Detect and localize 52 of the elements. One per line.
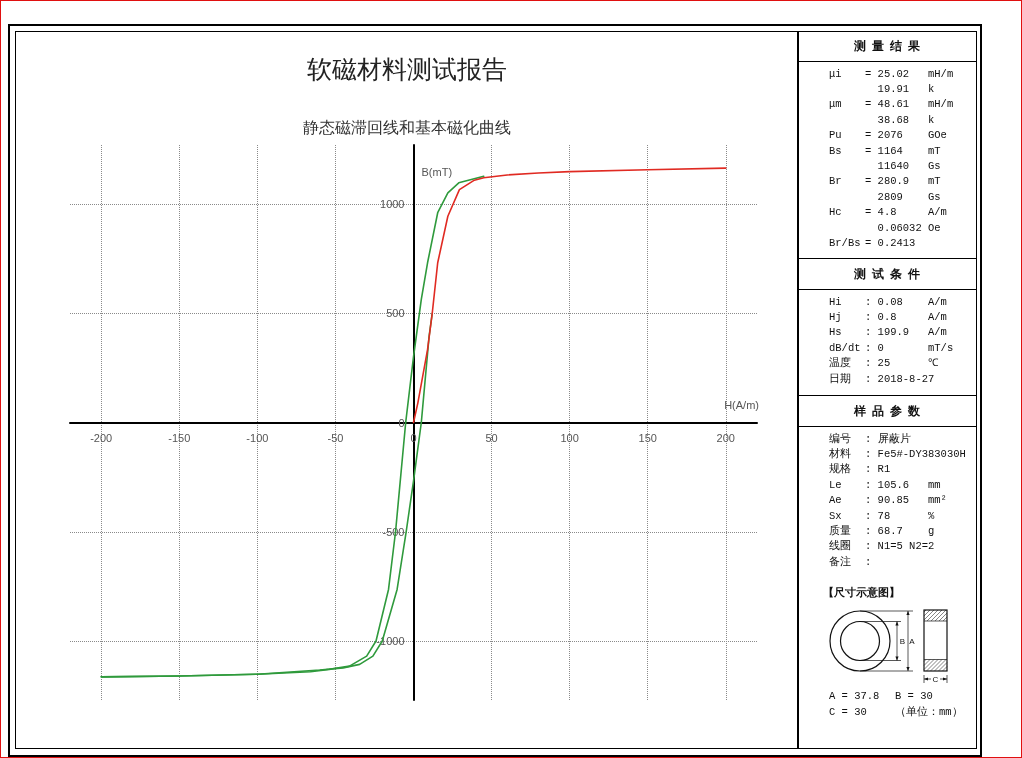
text: μi = 25.02 mH/m [829, 67, 954, 80]
x-tick-label: 50 [485, 432, 498, 444]
x-tick-label: 0 [410, 432, 417, 444]
text: 温度 : 25 ℃ [829, 357, 938, 370]
text: 38.68 k [877, 113, 935, 126]
x-axis-title: H(A/m) [724, 399, 759, 411]
text: Hc = 4.8 A/m [829, 206, 947, 219]
text: A [909, 636, 915, 646]
text: 规格 : R1 [829, 463, 891, 476]
text: C = 30 （单位：mm） [829, 706, 963, 718]
text: 【尺寸示意图】 [823, 586, 900, 600]
text: C [932, 674, 939, 684]
text: Hs : 199.9 A/m [829, 326, 947, 339]
y-tick-label: 0 [398, 416, 405, 429]
text: Pu = 2076 GOe [829, 129, 947, 142]
x-tick-label: -50 [327, 432, 344, 444]
text: Br = 280.9 mT [829, 175, 941, 188]
text: Le : 105.6 mm [829, 478, 941, 491]
text: 测量结果 [853, 37, 926, 55]
chart-subtitle: 静态磁滞回线和基本磁化曲线 [302, 118, 511, 136]
x-tick-label: -150 [168, 432, 191, 444]
text: 样品参数 [853, 402, 926, 420]
text: B [899, 636, 906, 646]
x-tick-label: -100 [246, 432, 269, 444]
text: Br/Bs = 0.2413 [829, 235, 916, 251]
x-tick-label: 150 [638, 432, 657, 444]
text: 质量 : 68.7 g [829, 524, 935, 537]
text: Sx : 78 % [829, 509, 935, 522]
text: μm = 48.61 mH/m [829, 98, 954, 111]
text: 编号 : 屏蔽片 [829, 432, 911, 445]
text: Hj : 0.8 A/m [829, 310, 947, 323]
y-axis-title: B(mT) [421, 166, 453, 178]
text: Bs = 1164 mT [829, 144, 941, 157]
text: 11640 Gs [877, 159, 941, 172]
text: 测试条件 [853, 265, 926, 283]
y-tick-label: 500 [386, 307, 405, 320]
text: Ae : 90.85 mm² [829, 494, 947, 507]
text: 0.06032 Oe [876, 220, 941, 236]
text: A = 37.8 B = 30 [829, 690, 933, 702]
text: 日期 : 2018-8-27 [829, 372, 935, 385]
text: 备注 : [829, 555, 872, 568]
text: dB/dt : 0 mT/s [829, 341, 954, 354]
chart-title: 软磁材料测试报告 [306, 56, 507, 83]
x-tick-label: -200 [90, 432, 113, 444]
text: 线圈 : N1=5 N2=2 [829, 540, 935, 553]
x-tick-label: 100 [560, 432, 579, 444]
text: 2809 Gs [877, 190, 941, 203]
y-tick-label: 1000 [380, 198, 405, 210]
x-tick-label: 200 [716, 432, 735, 444]
text: 材料 : Fe5#-DY383030H [829, 447, 966, 460]
text: Hi : 0.08 A/m [829, 295, 947, 308]
text: 19.91 k [877, 82, 935, 95]
